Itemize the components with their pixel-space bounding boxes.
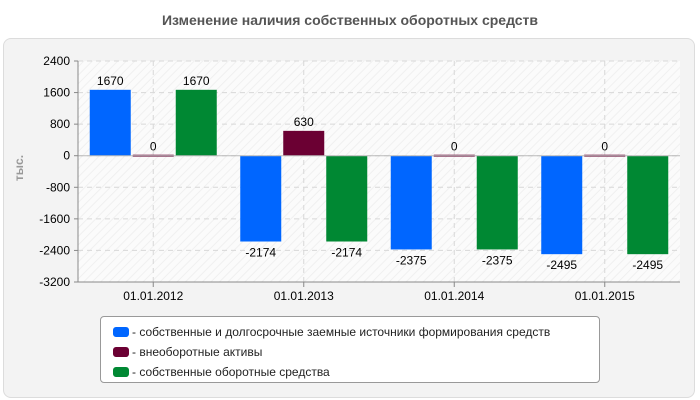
bar-series-1 bbox=[390, 155, 432, 250]
bar-series-1 bbox=[240, 155, 282, 242]
legend-swatch bbox=[113, 347, 129, 357]
data-label: -2375 bbox=[482, 253, 513, 267]
y-tick-label: -800 bbox=[46, 180, 70, 194]
plot-area bbox=[78, 61, 680, 282]
bar-series-2 bbox=[283, 130, 325, 156]
data-label: -2174 bbox=[331, 246, 362, 260]
y-tick-label: -3200 bbox=[39, 275, 70, 289]
x-tick-label: 01.01.2015 bbox=[575, 289, 635, 303]
x-tick-label: 01.01.2013 bbox=[274, 289, 334, 303]
bar-series-3 bbox=[476, 155, 518, 250]
legend-label: - внеоборотные активы bbox=[132, 345, 263, 359]
data-label: 1670 bbox=[97, 74, 124, 88]
data-label: -2495 bbox=[632, 258, 663, 272]
legend-item-1: - собственные и долгосрочные заемные ист… bbox=[113, 322, 589, 342]
x-tick-label: 01.01.2014 bbox=[424, 289, 484, 303]
data-label: 630 bbox=[294, 115, 314, 129]
y-tick-label: 0 bbox=[63, 149, 70, 163]
bar-series-1 bbox=[541, 155, 583, 255]
y-tick-label: 2400 bbox=[43, 54, 70, 68]
data-label: -2375 bbox=[396, 253, 427, 267]
data-label: 0 bbox=[601, 140, 608, 154]
bar-series-3 bbox=[175, 89, 217, 156]
chart-title: Изменение наличия собственных оборотных … bbox=[161, 12, 539, 28]
legend-item-3: - собственные оборотные средства bbox=[113, 362, 589, 382]
bar-series-1 bbox=[89, 89, 131, 156]
data-label: 1670 bbox=[183, 74, 210, 88]
legend-label: - собственные и долгосрочные заемные ист… bbox=[132, 325, 551, 339]
chart-legend: - собственные и долгосрочные заемные ист… bbox=[100, 316, 600, 383]
y-axis-label: тыс. bbox=[12, 155, 26, 181]
bar-series-3 bbox=[326, 155, 368, 242]
legend-swatch bbox=[113, 327, 129, 337]
data-label: 0 bbox=[150, 140, 157, 154]
legend-item-2: - внеоборотные активы bbox=[113, 342, 589, 362]
y-tick-label: -2400 bbox=[39, 243, 70, 257]
data-label: -2495 bbox=[546, 258, 577, 272]
bar-series-3 bbox=[627, 155, 669, 255]
x-tick-label: 01.01.2012 bbox=[123, 289, 183, 303]
legend-label: - собственные оборотные средства bbox=[132, 365, 330, 379]
data-label: 0 bbox=[451, 140, 458, 154]
y-tick-label: 1600 bbox=[43, 86, 70, 100]
data-label: -2174 bbox=[245, 246, 276, 260]
legend-swatch bbox=[113, 367, 129, 377]
y-tick-label: 800 bbox=[50, 117, 70, 131]
y-tick-label: -1600 bbox=[39, 212, 70, 226]
